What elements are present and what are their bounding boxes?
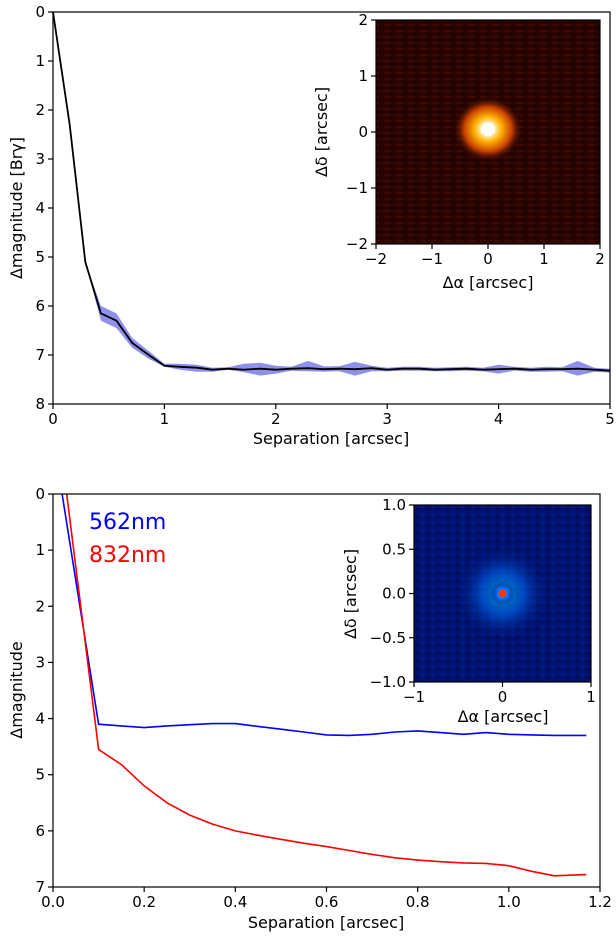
- y-tick-label: 0: [35, 3, 45, 21]
- inset-x-tick-label: 2: [595, 250, 605, 268]
- y-tick-label: 0: [35, 485, 45, 503]
- series-line-562nm: [61, 493, 587, 737]
- y-axis-label: Δmagnitude: [7, 641, 26, 739]
- x-tick-label: 0: [48, 410, 58, 428]
- y-tick-label: 3: [35, 150, 45, 168]
- x-tick-label: 5: [605, 410, 615, 428]
- y-tick-label: 4: [35, 199, 45, 217]
- inset-x-tick-label: −1: [421, 250, 443, 268]
- x-tick-label: 0.6: [315, 893, 339, 911]
- inset-y-tick-label: 0.0: [382, 585, 406, 603]
- inset-image-top: −2 −1 0 1 2 −2 −1 0 1 2 Δα [arcsec] Δδ [arcsec]: [312, 11, 605, 292]
- inset-y-tick-label: 1.0: [382, 496, 406, 514]
- y-tick-label: 4: [35, 710, 45, 728]
- x-tick-label: 0.0: [41, 893, 65, 911]
- inset-y-tick-label: 0: [358, 123, 368, 141]
- inset-y-tick-label: 2: [358, 11, 368, 29]
- legend-label-832nm: 832nm: [89, 543, 166, 568]
- y-tick-label: 5: [35, 248, 45, 266]
- inset-x-tick-label: 1: [586, 688, 596, 706]
- inset-y-tick-label: −2: [346, 235, 368, 253]
- inset-x-label: Δα [arcsec]: [443, 273, 534, 292]
- y-axis-ticks: 0 1 2 3 4 5 6 7 8: [35, 3, 53, 413]
- x-tick-label: 3: [382, 410, 392, 428]
- x-tick-label: 1.0: [497, 893, 521, 911]
- inset-x-ticks: −1 0 1: [403, 682, 596, 706]
- y-tick-label: 2: [35, 101, 45, 119]
- y-tick-label: 3: [35, 653, 45, 671]
- inset-x-tick-label: 0: [498, 688, 508, 706]
- inset-image-bottom: −1 0 1 −1.0 −0.5 0.0 0.5 1.0 Δα [arcsec] Δδ [a…: [341, 496, 596, 726]
- contrast-curve-line: [52, 11, 611, 372]
- x-tick-label: 0.4: [223, 893, 247, 911]
- x-tick-label: 0.2: [132, 893, 156, 911]
- inset-y-tick-label: 1: [358, 67, 368, 85]
- inset-y-tick-label: −1.0: [370, 673, 406, 691]
- x-tick-label: 1: [160, 410, 170, 428]
- inset-x-tick-label: −1: [403, 688, 425, 706]
- series-lines: [61, 493, 587, 877]
- inset-y-label: Δδ [arcsec]: [312, 87, 331, 177]
- inset-x-tick-label: 0: [483, 250, 493, 268]
- inset-y-label: Δδ [arcsec]: [341, 549, 360, 639]
- x-axis-ticks: 0 1 2 3 4 5: [48, 404, 615, 428]
- x-axis-ticks: 0.0 0.2 0.4 0.6 0.8 1.0 1.2: [41, 887, 612, 911]
- source-core: [498, 589, 507, 598]
- inset-y-ticks: −2 −1 0 1 2: [346, 11, 376, 253]
- x-tick-label: 4: [494, 410, 504, 428]
- inset-y-ticks: −1.0 −0.5 0.0 0.5 1.0: [370, 496, 414, 691]
- panel-top: 0 1 2 3 4 5 0 1 2 3 4 5 6 7 8 Separation [arcsec] Δma…: [7, 3, 615, 448]
- inset-y-tick-label: −1: [346, 179, 368, 197]
- x-axis-label: Separation [arcsec]: [248, 913, 404, 932]
- inset-x-ticks: −2 −1 0 1 2: [365, 244, 605, 268]
- inset-x-label: Δα [arcsec]: [458, 707, 549, 726]
- y-tick-label: 2: [35, 597, 45, 615]
- y-tick-label: 8: [35, 395, 45, 413]
- y-tick-label: 5: [35, 766, 45, 784]
- inset-y-tick-label: −0.5: [370, 629, 406, 647]
- y-tick-label: 7: [35, 346, 45, 364]
- y-tick-label: 1: [35, 541, 45, 559]
- legend-label-562nm: 562nm: [89, 510, 166, 535]
- x-tick-label: 2: [271, 410, 281, 428]
- x-axis-label: Separation [arcsec]: [253, 429, 409, 448]
- y-tick-label: 7: [35, 878, 45, 896]
- y-tick-label: 6: [35, 297, 45, 315]
- source-core: [481, 122, 495, 137]
- y-tick-label: 1: [35, 52, 45, 70]
- y-axis-label: Δmagnitude [Brγ]: [7, 137, 26, 279]
- panel-bottom: 0.0 0.2 0.4 0.6 0.8 1.0 1.2 0 1 2 3 4 5 6 7 Separatio…: [7, 485, 612, 932]
- inset-y-tick-label: 0.5: [382, 540, 406, 558]
- inset-x-tick-label: −2: [365, 250, 387, 268]
- inset-x-tick-label: 1: [539, 250, 549, 268]
- x-tick-label: 1.2: [588, 893, 612, 911]
- series-line-832nm: [65, 493, 587, 877]
- y-axis-ticks: 0 1 2 3 4 5 6 7: [35, 485, 53, 896]
- y-tick-label: 6: [35, 822, 45, 840]
- x-tick-label: 0.8: [406, 893, 430, 911]
